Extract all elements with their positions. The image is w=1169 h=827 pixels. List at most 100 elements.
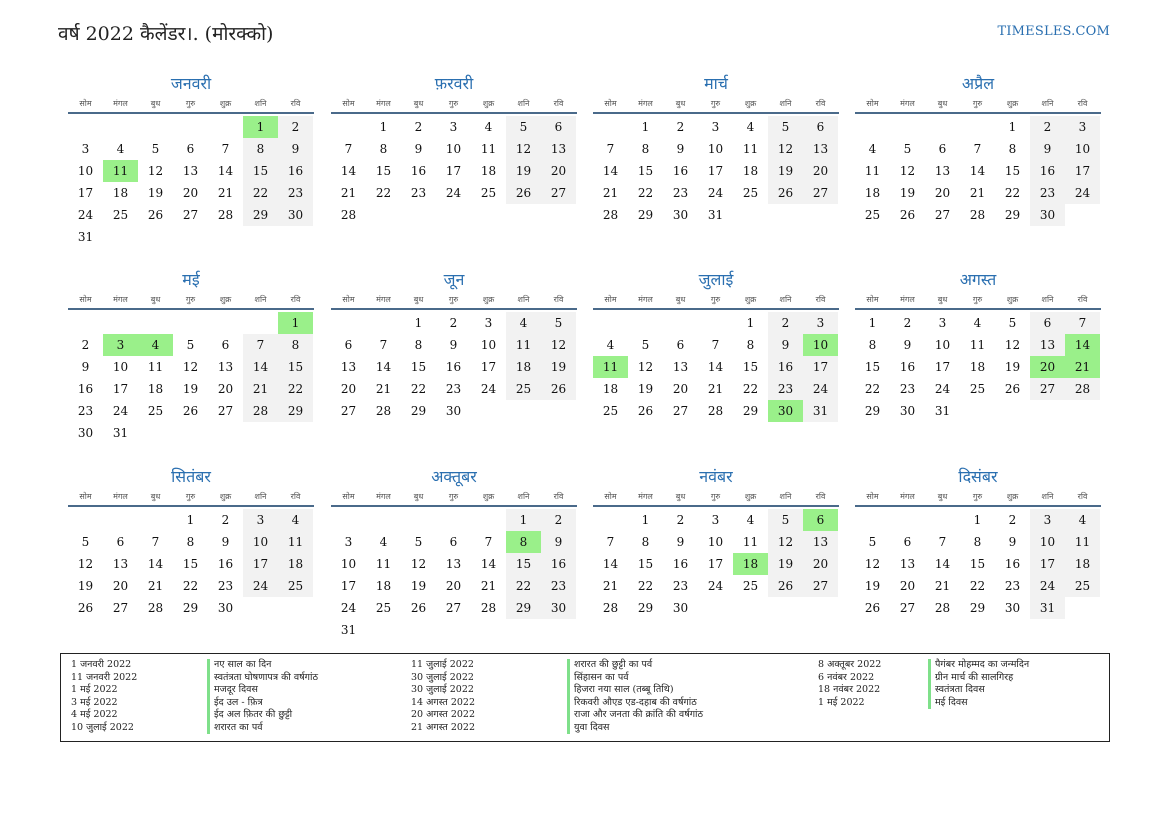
day-cell[interactable]: 18: [1065, 553, 1100, 575]
day-cell[interactable]: 31: [1030, 597, 1065, 619]
day-cell[interactable]: 15: [243, 160, 278, 182]
day-cell[interactable]: 10: [1030, 531, 1065, 553]
holiday-day-cell[interactable]: 30: [768, 400, 803, 422]
day-cell[interactable]: 3: [1030, 509, 1065, 531]
day-cell[interactable]: 30: [77, 426, 94, 440]
day-cell[interactable]: 26: [147, 208, 164, 222]
day-cell[interactable]: 14: [340, 164, 357, 178]
day-cell[interactable]: 9: [221, 535, 230, 549]
day-cell[interactable]: 6: [186, 142, 195, 156]
day-cell[interactable]: 15: [742, 360, 759, 374]
day-cell[interactable]: 16: [899, 360, 916, 374]
day-cell[interactable]: 20: [217, 382, 234, 396]
day-cell[interactable]: 24: [340, 601, 357, 615]
day-cell[interactable]: 18: [278, 553, 313, 575]
day-cell[interactable]: 18: [506, 356, 541, 378]
day-cell[interactable]: 1: [1008, 120, 1017, 134]
day-cell[interactable]: 21: [969, 186, 986, 200]
day-cell[interactable]: 29: [637, 601, 654, 615]
day-cell[interactable]: 16: [278, 160, 313, 182]
day-cell[interactable]: 25: [506, 378, 541, 400]
day-cell[interactable]: 2: [541, 509, 576, 531]
day-cell[interactable]: 10: [243, 531, 278, 553]
day-cell[interactable]: 6: [1030, 312, 1065, 334]
day-cell[interactable]: 20: [182, 186, 199, 200]
day-cell[interactable]: 8: [973, 535, 982, 549]
day-cell[interactable]: 10: [707, 142, 724, 156]
holiday-day-cell[interactable]: 6: [803, 509, 838, 531]
day-cell[interactable]: 15: [375, 164, 392, 178]
holiday-day-cell[interactable]: 4: [138, 334, 173, 356]
day-cell[interactable]: 6: [676, 338, 685, 352]
day-cell[interactable]: 17: [243, 553, 278, 575]
day-cell[interactable]: 23: [410, 186, 427, 200]
day-cell[interactable]: 24: [243, 575, 278, 597]
day-cell[interactable]: 5: [81, 535, 90, 549]
day-cell[interactable]: 22: [637, 579, 654, 593]
day-cell[interactable]: 26: [77, 601, 94, 615]
day-cell[interactable]: 14: [934, 557, 951, 571]
day-cell[interactable]: 10: [480, 338, 497, 352]
day-cell[interactable]: 4: [868, 142, 877, 156]
day-cell[interactable]: 26: [541, 378, 576, 400]
day-cell[interactable]: 16: [1004, 557, 1021, 571]
day-cell[interactable]: 7: [484, 535, 493, 549]
day-cell[interactable]: 17: [480, 360, 497, 374]
day-cell[interactable]: 25: [742, 579, 759, 593]
day-cell[interactable]: 13: [672, 360, 689, 374]
day-cell[interactable]: 27: [340, 404, 357, 418]
day-cell[interactable]: 1: [379, 120, 388, 134]
day-cell[interactable]: 20: [541, 160, 576, 182]
day-cell[interactable]: 15: [1004, 164, 1021, 178]
day-cell[interactable]: 8: [278, 334, 313, 356]
day-cell[interactable]: 2: [1030, 116, 1065, 138]
day-cell[interactable]: 8: [641, 535, 650, 549]
day-cell[interactable]: 9: [676, 142, 685, 156]
day-cell[interactable]: 7: [221, 142, 230, 156]
holiday-day-cell[interactable]: 20: [1030, 356, 1065, 378]
day-cell[interactable]: 24: [112, 404, 129, 418]
day-cell[interactable]: 9: [1030, 138, 1065, 160]
day-cell[interactable]: 22: [1004, 186, 1021, 200]
day-cell[interactable]: 23: [1030, 182, 1065, 204]
day-cell[interactable]: 5: [506, 116, 541, 138]
day-cell[interactable]: 5: [768, 116, 803, 138]
day-cell[interactable]: 9: [449, 338, 458, 352]
day-cell[interactable]: 29: [410, 404, 427, 418]
day-cell[interactable]: 31: [934, 404, 951, 418]
day-cell[interactable]: 15: [506, 553, 541, 575]
day-cell[interactable]: 13: [217, 360, 234, 374]
day-cell[interactable]: 10: [445, 142, 462, 156]
day-cell[interactable]: 14: [147, 557, 164, 571]
day-cell[interactable]: 20: [672, 382, 689, 396]
day-cell[interactable]: 23: [217, 579, 234, 593]
day-cell[interactable]: 23: [672, 579, 689, 593]
day-cell[interactable]: 13: [541, 138, 576, 160]
day-cell[interactable]: 6: [221, 338, 230, 352]
day-cell[interactable]: 20: [445, 579, 462, 593]
day-cell[interactable]: 24: [480, 382, 497, 396]
day-cell[interactable]: 7: [973, 142, 982, 156]
day-cell[interactable]: 19: [541, 356, 576, 378]
day-cell[interactable]: 16: [541, 553, 576, 575]
day-cell[interactable]: 11: [506, 334, 541, 356]
day-cell[interactable]: 27: [217, 404, 234, 418]
day-cell[interactable]: 24: [707, 579, 724, 593]
day-cell[interactable]: 13: [934, 164, 951, 178]
day-cell[interactable]: 2: [449, 316, 458, 330]
day-cell[interactable]: 20: [112, 579, 129, 593]
day-cell[interactable]: 1: [973, 513, 982, 527]
day-cell[interactable]: 29: [278, 400, 313, 422]
day-cell[interactable]: 30: [672, 601, 689, 615]
day-cell[interactable]: 4: [379, 535, 388, 549]
day-cell[interactable]: 5: [186, 338, 195, 352]
day-cell[interactable]: 10: [77, 164, 94, 178]
day-cell[interactable]: 1: [506, 509, 541, 531]
day-cell[interactable]: 26: [899, 208, 916, 222]
day-cell[interactable]: 30: [217, 601, 234, 615]
day-cell[interactable]: 14: [243, 356, 278, 378]
day-cell[interactable]: 27: [182, 208, 199, 222]
day-cell[interactable]: 7: [606, 142, 615, 156]
day-cell[interactable]: 15: [278, 356, 313, 378]
day-cell[interactable]: 9: [676, 535, 685, 549]
